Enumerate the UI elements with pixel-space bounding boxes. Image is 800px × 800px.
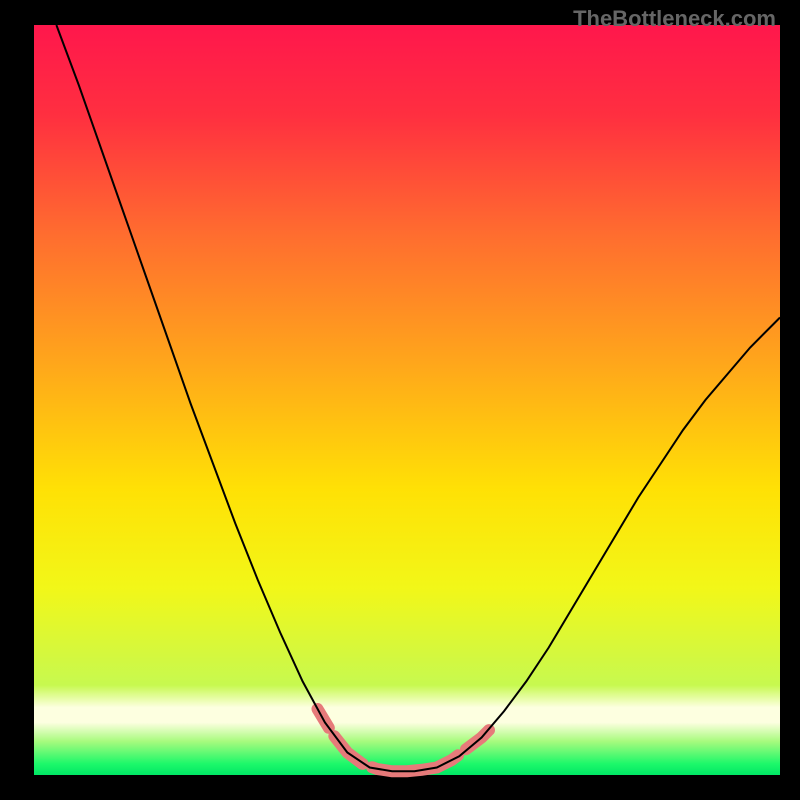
plot-gradient-background [34, 25, 780, 775]
watermark-text: TheBottleneck.com [573, 6, 776, 32]
bottleneck-chart-svg [0, 0, 800, 800]
chart-container: TheBottleneck.com [0, 0, 800, 800]
